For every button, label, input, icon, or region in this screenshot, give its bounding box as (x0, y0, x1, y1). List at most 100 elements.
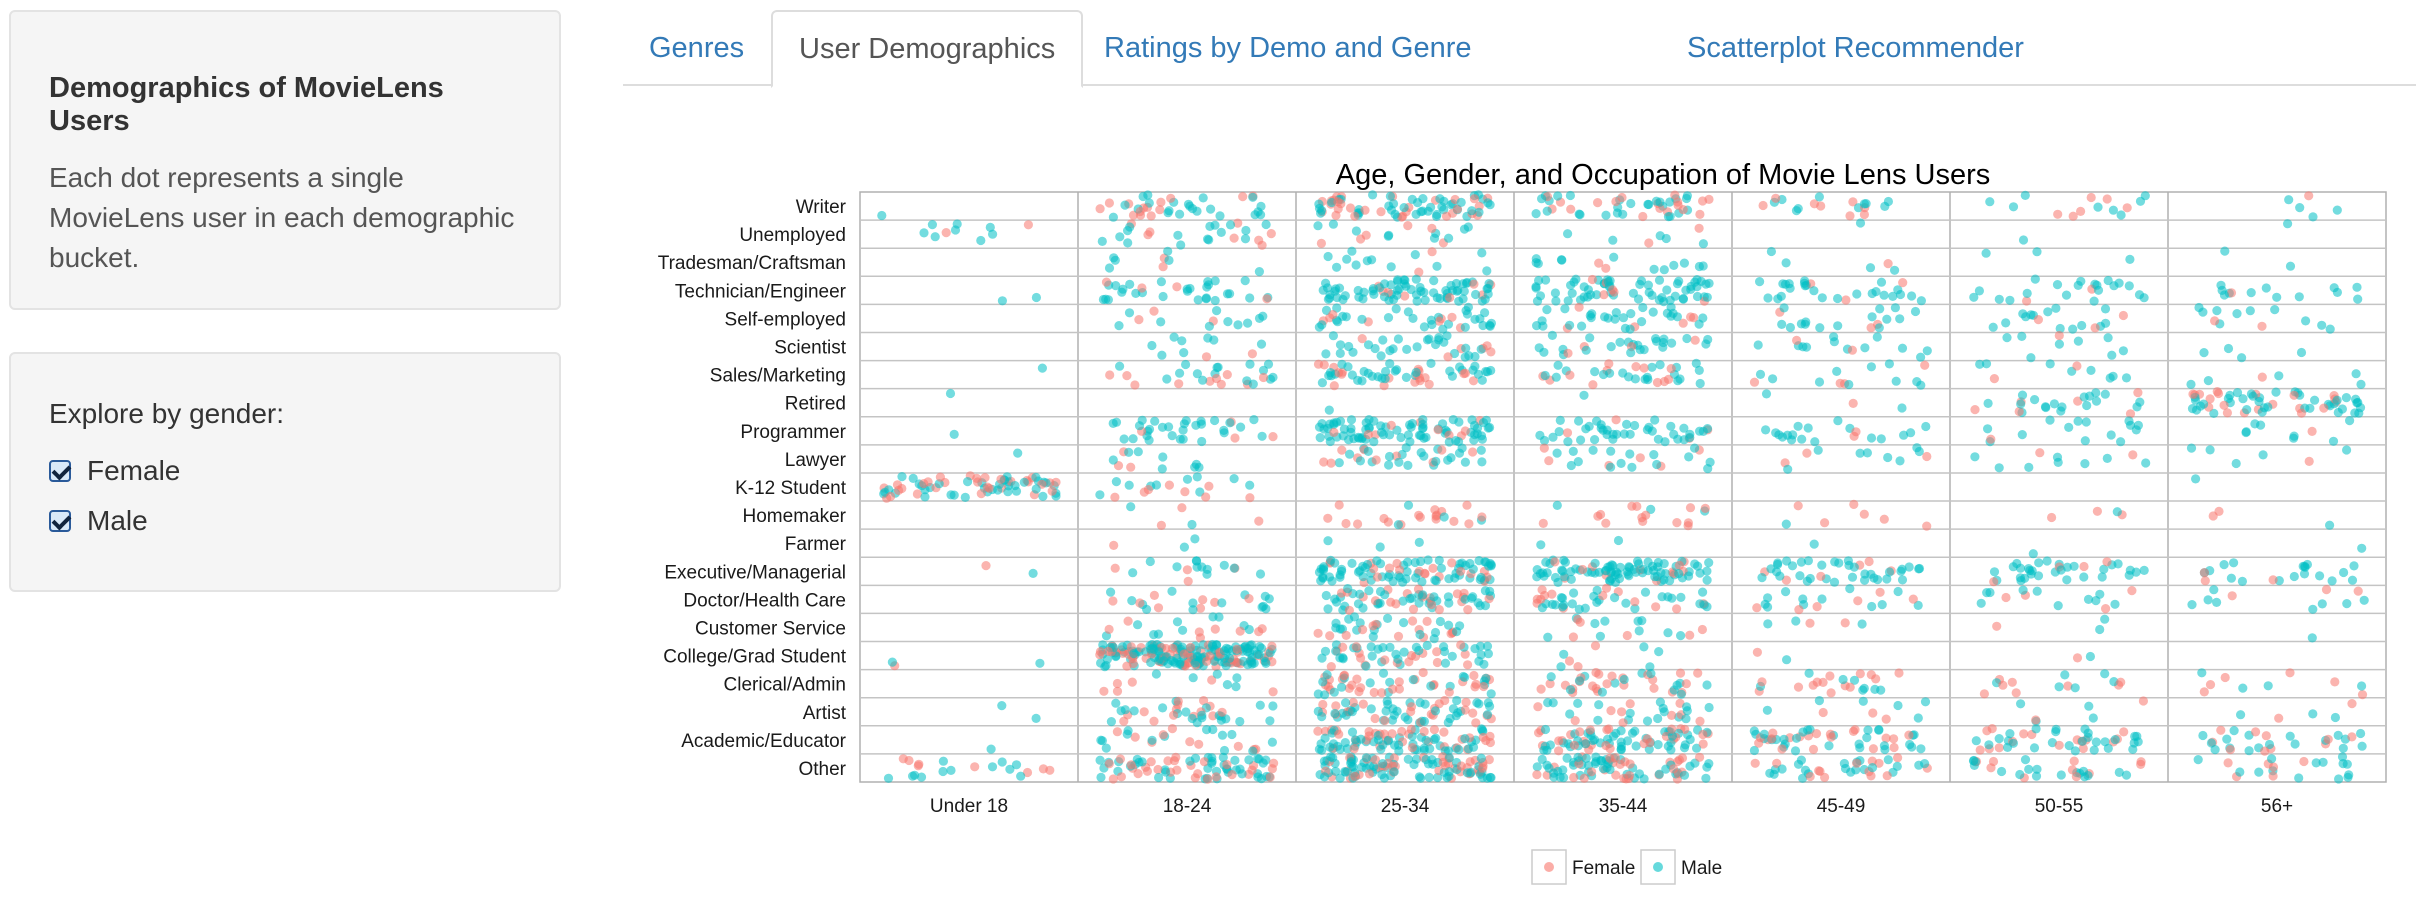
point-male (1347, 246, 1357, 256)
point-male (2237, 576, 2247, 586)
point-male (1813, 445, 1823, 455)
point-male (2352, 282, 2362, 292)
point-male (1757, 573, 1767, 583)
point-female (1331, 701, 1341, 711)
point-male (2080, 436, 2090, 446)
point-male (1435, 293, 1445, 304)
point-female (1232, 644, 1242, 654)
point-male (1237, 769, 1247, 779)
point-male (1695, 599, 1705, 609)
male-checkbox-label[interactable]: Male (87, 505, 148, 536)
point-male (1353, 567, 1364, 577)
point-female (1207, 675, 1217, 685)
point-male (1763, 293, 1773, 303)
point-female (1898, 278, 1908, 288)
point-male (1156, 277, 1166, 287)
point-male (1386, 262, 1396, 272)
point-female (1894, 668, 1904, 678)
female-checkbox-row[interactable]: Female (49, 446, 521, 496)
point-female (1533, 702, 1543, 712)
point-male (2080, 459, 2090, 469)
point-female (2251, 727, 2261, 737)
point-male (1698, 587, 1708, 597)
point-male (1193, 295, 1203, 305)
female-checkbox-label[interactable]: Female (87, 455, 181, 486)
point-male (2100, 614, 2110, 624)
point-male (1146, 657, 1156, 668)
point-male (1477, 457, 1487, 467)
point-female (1982, 726, 1992, 736)
point-male (1320, 646, 1331, 656)
point-male (1753, 340, 1763, 350)
point-female (1569, 772, 1579, 783)
point-female (1406, 724, 1416, 735)
point-male (2342, 599, 2352, 609)
point-male (1867, 601, 1877, 612)
point-male (1989, 567, 2000, 577)
y-tick-label: Lawyer (785, 450, 847, 471)
point-male (1158, 452, 1168, 462)
point-female (1645, 738, 1655, 748)
point-male (1644, 287, 1654, 297)
tab-genres[interactable]: Genres (649, 32, 745, 64)
tab-scatterplot-recommender[interactable]: Scatterplot Recommender (1687, 32, 2024, 64)
point-male (2246, 288, 2256, 298)
gender-filter-panel: Explore by gender: Female Male (9, 352, 561, 592)
point-male (1421, 432, 1431, 442)
point-female (1229, 233, 1239, 243)
point-male (1613, 535, 1624, 546)
point-female (1254, 516, 1264, 526)
point-female (1889, 742, 1899, 753)
point-male (2001, 318, 2011, 328)
point-female (2285, 668, 2295, 678)
tab-ratings-by-demo-and-genre[interactable]: Ratings by Demo and Genre (1104, 32, 1472, 64)
point-male (1332, 262, 1342, 272)
point-male (1470, 351, 1480, 362)
point-male (1244, 755, 1254, 765)
point-male (908, 771, 918, 781)
point-male (1477, 375, 1487, 385)
point-female (2323, 734, 2333, 744)
point-male (1674, 569, 1684, 579)
point-male (2289, 571, 2299, 582)
point-male (2109, 677, 2119, 687)
point-male (1391, 304, 1401, 314)
point-male (1879, 741, 1889, 751)
point-male (1988, 322, 1998, 332)
point-female (1112, 727, 1122, 737)
male-checkbox-row[interactable]: Male (49, 496, 521, 546)
point-female (2035, 448, 2045, 458)
point-female (1210, 597, 1220, 607)
point-female (1879, 514, 1889, 524)
female-checkbox[interactable] (49, 460, 71, 482)
point-male (1701, 279, 1711, 289)
point-male (1188, 605, 1198, 615)
point-male (1323, 604, 1333, 614)
point-female (1674, 560, 1684, 570)
point-female (1095, 204, 1105, 214)
point-male (1766, 564, 1776, 574)
point-male (1975, 359, 1985, 369)
point-male (2343, 772, 2353, 783)
point-female (1444, 687, 1454, 697)
point-female (1130, 732, 1140, 742)
point-male (1415, 629, 1425, 640)
point-male (1906, 428, 1916, 438)
point-male (1369, 437, 1379, 447)
point-female (1537, 585, 1547, 595)
point-male (927, 220, 937, 230)
point-male (1424, 772, 1434, 783)
point-male (1191, 420, 1201, 430)
point-male (1585, 333, 1595, 343)
point-female (1265, 772, 1275, 782)
point-male (2356, 379, 2366, 389)
point-female (1122, 371, 1132, 381)
point-female (1339, 671, 1349, 681)
point-female (1408, 616, 1418, 626)
male-checkbox[interactable] (49, 510, 71, 532)
tab-user-demographics[interactable]: User Demographics (771, 10, 1084, 88)
point-male (1401, 574, 1411, 584)
point-male (1225, 418, 1235, 428)
point-male (1766, 246, 1776, 257)
point-male (1403, 500, 1414, 510)
